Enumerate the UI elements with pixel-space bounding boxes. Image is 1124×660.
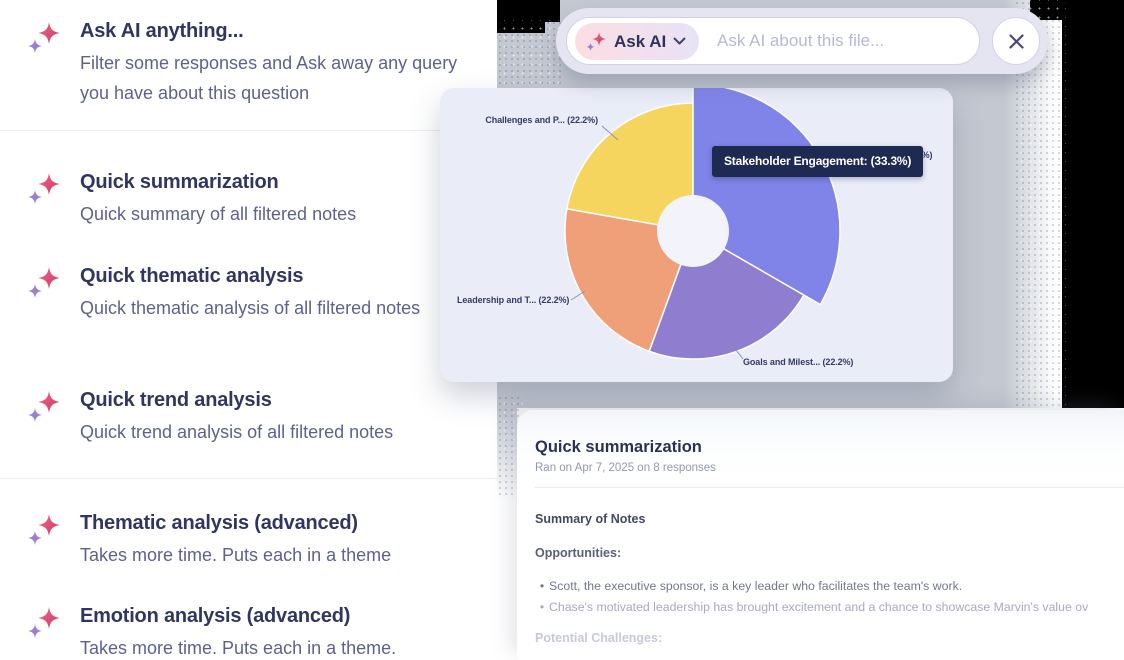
ai-option-subtitle: Takes more time. Puts each in a theme xyxy=(80,545,392,565)
chart-tooltip: Stakeholder Engagement: (33.3%) xyxy=(712,146,924,177)
chevron-down-icon xyxy=(673,37,686,45)
transparent-region xyxy=(545,0,560,22)
ask-ai-mode-chip[interactable]: Ask AI xyxy=(575,23,700,60)
ai-option-title: Quick trend analysis xyxy=(80,389,272,411)
screenshot-backdrop-tail xyxy=(497,408,517,500)
ai-option-subtitle: Takes more time. Puts each in a theme. xyxy=(80,638,397,658)
label-ticks xyxy=(570,125,744,360)
ai-option-subtitle: Quick trend analysis of all filtered not… xyxy=(80,422,394,442)
close-icon xyxy=(1008,33,1024,49)
ai-option-title: Thematic analysis (advanced) xyxy=(80,512,358,534)
ai-option-title: Quick summarization xyxy=(80,171,279,193)
ask-ai-input[interactable] xyxy=(717,18,967,63)
summary-bullet: • Scott, the executive sponsor, is a key … xyxy=(535,576,1124,597)
summary-faded-heading: Potential Challenges: xyxy=(535,631,663,645)
ai-option-title: Ask AI anything... xyxy=(80,20,244,42)
sparkle-icon xyxy=(26,389,62,425)
donut-chart xyxy=(564,88,841,360)
sparkle-icon xyxy=(26,265,62,301)
donut-hole xyxy=(657,195,729,267)
summary-card: Quick summarization Ran on Apr 7, 2025 o… xyxy=(517,410,1124,660)
summary-bullet-list: • Scott, the executive sponsor, is a key … xyxy=(535,576,1124,618)
ask-ai-input-pill[interactable]: Ask AI xyxy=(566,17,980,65)
sparkle-icon xyxy=(26,605,62,641)
divider xyxy=(0,130,497,131)
bullet-glyph: • xyxy=(539,579,545,593)
pie-label-challenges: Challenges and P... (22.2%) xyxy=(485,115,598,125)
transparent-region xyxy=(1062,0,1124,408)
sparkle-icon xyxy=(585,31,607,53)
summary-title: Quick summarization xyxy=(535,438,702,456)
ask-ai-chip-label: Ask AI xyxy=(614,31,667,51)
ask-ai-bar: Ask AI xyxy=(556,8,1048,74)
bullet-glyph: • xyxy=(539,600,545,614)
divider xyxy=(535,487,1124,488)
sparkle-icon xyxy=(26,512,62,548)
close-button[interactable] xyxy=(992,17,1040,65)
pie-chart-card: Challenges and P... (22.2%) Leadership a… xyxy=(440,88,953,382)
summary-subsection-heading: Opportunities: xyxy=(535,546,622,560)
pie-label-goals: Goals and Milest... (22.2%) xyxy=(743,357,854,367)
sparkle-icon xyxy=(26,20,62,56)
sparkle-icon xyxy=(26,171,62,207)
transparent-region xyxy=(1030,0,1124,20)
transparent-region xyxy=(497,0,545,33)
ai-option-subtitle: Filter some responses and Ask away any q… xyxy=(80,53,458,103)
ai-option-subtitle: Quick summary of all filtered notes xyxy=(80,204,357,224)
summary-meta: Ran on Apr 7, 2025 on 8 responses xyxy=(535,462,716,474)
summary-section-heading: Summary of Notes xyxy=(535,512,646,526)
summary-bullet: • Chase's motivated leadership has brough… xyxy=(535,597,1124,618)
ai-option-title: Quick thematic analysis xyxy=(80,265,304,287)
divider xyxy=(0,478,497,479)
pie-label-leadership: Leadership and T... (22.2%) xyxy=(457,295,570,305)
ai-option-title: Emotion analysis (advanced) xyxy=(80,605,351,627)
ai-option-subtitle: Quick thematic analysis of all filtered … xyxy=(80,298,421,318)
